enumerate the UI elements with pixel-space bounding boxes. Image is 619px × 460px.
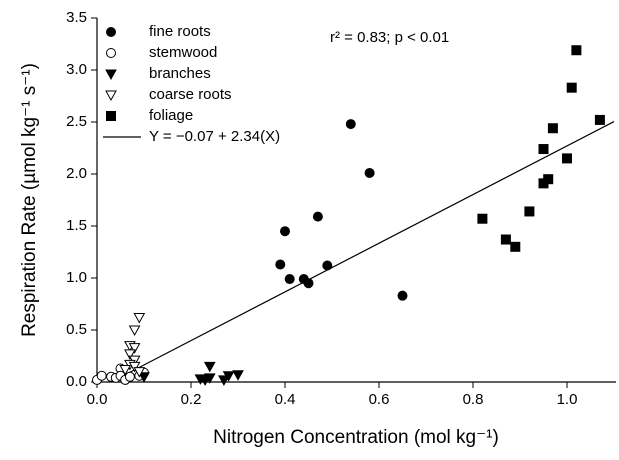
y-tick-label: 2.0 bbox=[66, 165, 87, 182]
point bbox=[275, 259, 286, 270]
point bbox=[397, 290, 408, 301]
point bbox=[547, 123, 558, 134]
point bbox=[543, 174, 554, 185]
x-axis-label: Nitrogen Concentration (mol kg⁻¹) bbox=[213, 427, 499, 448]
point bbox=[128, 343, 141, 354]
point bbox=[138, 372, 150, 383]
legend-marker bbox=[105, 69, 117, 81]
y-tick-label: 0.5 bbox=[66, 321, 87, 338]
annotation: r² = 0.83; p < 0.01 bbox=[330, 29, 449, 46]
y-axis-label: Respiration Rate (µmol kg⁻¹ s⁻¹) bbox=[19, 63, 40, 337]
point bbox=[303, 278, 314, 289]
point bbox=[477, 213, 488, 224]
x-tick-label: 0.0 bbox=[87, 391, 108, 408]
point bbox=[222, 371, 235, 382]
point bbox=[203, 373, 216, 384]
legend-label: stemwood bbox=[149, 44, 217, 61]
legend-label: fine roots bbox=[149, 23, 211, 40]
point bbox=[119, 365, 132, 376]
legend-marker bbox=[106, 48, 116, 58]
y-tick-label: 1.5 bbox=[66, 217, 87, 234]
point bbox=[312, 211, 323, 222]
point bbox=[594, 114, 605, 125]
legend-marker bbox=[105, 90, 117, 102]
point bbox=[96, 370, 107, 381]
fit-line bbox=[109, 121, 615, 382]
x-tick-label: 0.6 bbox=[369, 391, 390, 408]
x-tick-label: 0.8 bbox=[463, 391, 484, 408]
point bbox=[510, 241, 521, 252]
point bbox=[203, 361, 216, 373]
y-tick-label: 0.0 bbox=[66, 373, 87, 390]
legend-marker bbox=[106, 27, 116, 37]
y-tick-label: 3.0 bbox=[66, 61, 87, 78]
y-tick-label: 1.0 bbox=[66, 269, 87, 286]
point bbox=[284, 274, 295, 285]
legend-label: branches bbox=[149, 65, 211, 82]
point bbox=[322, 260, 333, 271]
point bbox=[538, 144, 549, 155]
point bbox=[562, 153, 572, 164]
point bbox=[232, 370, 244, 381]
point bbox=[566, 82, 577, 93]
point bbox=[128, 325, 141, 337]
point bbox=[124, 371, 135, 382]
legend-label: foliage bbox=[149, 107, 193, 124]
legend-label: Y = −0.07 + 2.34(X) bbox=[149, 128, 280, 145]
y-tick-label: 2.5 bbox=[66, 113, 87, 130]
point bbox=[524, 206, 535, 217]
point bbox=[500, 234, 511, 245]
point bbox=[364, 167, 375, 178]
legend-marker bbox=[106, 111, 116, 121]
point bbox=[218, 375, 230, 386]
legend-label: coarse roots bbox=[149, 86, 232, 103]
point bbox=[133, 367, 146, 378]
x-tick-label: 0.2 bbox=[181, 391, 202, 408]
y-tick-label: 3.5 bbox=[66, 9, 87, 26]
point bbox=[128, 361, 141, 373]
point bbox=[280, 226, 290, 237]
point bbox=[133, 313, 146, 324]
point bbox=[571, 45, 582, 56]
x-tick-label: 0.4 bbox=[275, 391, 296, 408]
x-tick-label: 1.0 bbox=[557, 391, 578, 408]
point bbox=[345, 119, 356, 130]
point bbox=[124, 349, 136, 360]
